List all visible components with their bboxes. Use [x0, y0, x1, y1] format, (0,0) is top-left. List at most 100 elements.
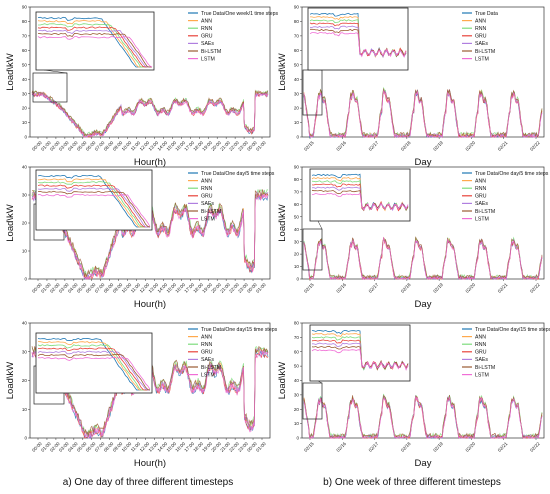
x-tick-label: 07:00	[94, 140, 106, 152]
x-axis-label: Day	[415, 299, 432, 310]
y-tick-label: 10	[22, 407, 28, 412]
y-tick-label: 80	[294, 177, 300, 182]
legend-label: LSTM	[475, 216, 489, 222]
x-tick-label: 12:00	[139, 441, 151, 453]
legend-label: LSTM	[201, 372, 215, 378]
y-tick-label: 20	[22, 378, 28, 383]
x-tick-label: 17:00	[183, 441, 195, 453]
x-axis-label: Day	[415, 458, 432, 469]
x-tick-label: 11:00	[130, 140, 142, 152]
x-tick-label: 10:00	[121, 441, 133, 453]
y-tick-label: 50	[294, 364, 300, 369]
series-line-lstm	[31, 92, 269, 138]
x-tick-label: 05:00	[76, 441, 88, 453]
y-tick-label: 70	[294, 33, 300, 38]
chart-panel-4: 0 10 20 30 40 50 60 70 80 90 02/15 02/16 02/17 02/18 0…	[277, 165, 549, 310]
x-tick-label: 01:00	[40, 441, 52, 453]
x-tick-label: 02/18	[400, 441, 412, 453]
y-tick-label: 40	[22, 77, 28, 82]
x-tick-label: 08:00	[103, 140, 115, 152]
y-axis-label: Load\kW	[277, 53, 288, 91]
y-tick-label: 80	[294, 19, 300, 24]
x-tick-label: 01:00	[255, 441, 267, 453]
x-tick-label: 02/15	[303, 140, 315, 152]
inset-series-line	[37, 16, 152, 68]
x-tick-label: 21:00	[219, 441, 231, 453]
series-line-saes	[31, 91, 269, 138]
x-tick-label: 00:00	[31, 282, 43, 294]
x-tick-label: 02/15	[303, 441, 315, 453]
y-axis-label: Load\kW	[5, 204, 16, 242]
x-tick-label: 18:00	[192, 441, 204, 453]
y-tick-label: 30	[22, 193, 28, 198]
x-tick-label: 15:00	[166, 140, 178, 152]
x-tick-label: 03:00	[58, 441, 70, 453]
x-tick-label: 02:00	[49, 441, 61, 453]
x-tick-label: 02/17	[368, 441, 380, 453]
caption-left: a) One day of three different timesteps	[63, 477, 233, 488]
legend-label: Bi-LSTM	[201, 365, 221, 371]
x-tick-label: 02/20	[465, 282, 477, 294]
x-tick-label: 17:00	[183, 282, 195, 294]
y-tick-label: 90	[22, 5, 28, 10]
x-tick-label: 20:00	[210, 140, 222, 152]
x-tick-label: 05:00	[76, 140, 88, 152]
x-tick-label: 02/17	[368, 282, 380, 294]
plot-frame	[301, 6, 545, 138]
x-tick-label: 02/22	[529, 282, 541, 294]
legend-label: True Data/One day/5 time steps	[475, 171, 549, 177]
y-tick-label: 30	[294, 239, 300, 244]
x-axis-label: Day	[415, 157, 432, 168]
chart-panel-5: 01020304000:0001:0002:0003:0004:0005:000…	[5, 321, 278, 469]
inset-series-line	[37, 26, 152, 68]
x-tick-label: 13:00	[148, 140, 160, 152]
legend-label: ANN	[201, 178, 212, 184]
y-axis-label: Load\kW	[5, 362, 16, 400]
inset-series-line	[311, 192, 409, 211]
y-tick-label: 30	[22, 349, 28, 354]
x-tick-label: 00:00	[246, 441, 258, 453]
x-tick-label: 14:00	[157, 140, 169, 152]
x-tick-label: 11:00	[130, 282, 142, 294]
y-tick-label: 10	[294, 120, 300, 125]
x-axis-label: Hour(h)	[134, 157, 166, 168]
y-tick-label: 90	[294, 165, 300, 170]
inset-series-line	[311, 189, 409, 212]
inset-series-line	[37, 190, 151, 228]
legend-label: Bi-LSTM	[201, 209, 221, 215]
x-axis-label: Hour(h)	[134, 299, 166, 310]
x-tick-label: 16:00	[174, 140, 186, 152]
legend-label: SAEs	[475, 201, 488, 207]
zoom-region-box	[302, 382, 323, 420]
legend-label: True Data/One day/15 time steps	[475, 327, 550, 333]
legend-label: LSTM	[201, 216, 215, 222]
x-tick-label: 02/20	[465, 140, 477, 152]
legend-label: RNN	[475, 342, 486, 348]
x-tick-label: 11:00	[130, 441, 142, 453]
y-tick-label: 50	[294, 62, 300, 67]
x-tick-label: 02/17	[368, 140, 380, 152]
x-tick-label: 01:00	[40, 282, 52, 294]
legend-label: ANN	[475, 18, 486, 24]
x-tick-label: 10:00	[121, 282, 133, 294]
x-tick-label: 19:00	[201, 441, 213, 453]
legend-label: SAEs	[201, 357, 214, 363]
zoom-region-box	[302, 228, 323, 271]
x-tick-label: 18:00	[192, 140, 204, 152]
inset-series-line	[311, 342, 409, 370]
x-tick-label: 13:00	[148, 282, 160, 294]
y-tick-label: 0	[24, 277, 27, 282]
y-tick-label: 40	[294, 378, 300, 383]
x-tick-label: 22:00	[228, 140, 240, 152]
y-tick-label: 60	[294, 349, 300, 354]
legend-label: GRU	[201, 350, 213, 356]
x-tick-label: 07:00	[94, 282, 106, 294]
inset-series-line	[38, 29, 152, 68]
legend-label: ANN	[201, 18, 212, 24]
y-tick-label: 70	[294, 335, 300, 340]
zoom-connector	[43, 69, 68, 74]
y-tick-label: 60	[294, 202, 300, 207]
y-tick-label: 90	[294, 5, 300, 10]
y-tick-label: 60	[294, 48, 300, 53]
x-tick-label: 12:00	[139, 282, 151, 294]
